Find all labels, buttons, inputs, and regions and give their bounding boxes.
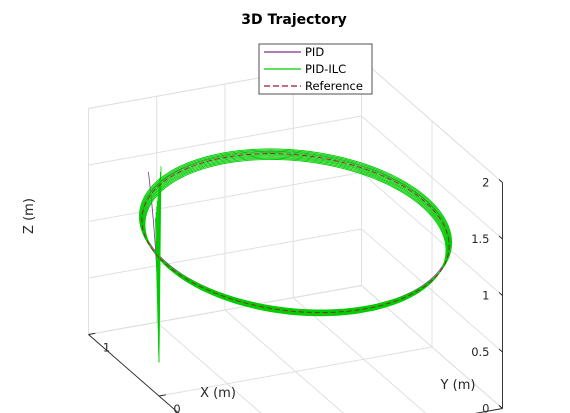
z-tick-mark	[498, 235, 503, 240]
pid-ilc-lap-curve	[143, 156, 448, 315]
y-tick-mark	[158, 394, 166, 397]
x-tick-label: -1	[495, 412, 506, 413]
grid-line-z-back	[88, 172, 362, 222]
axes	[88, 179, 503, 413]
pid-ilc-lap-curve	[139, 149, 452, 312]
pid-ilc-lap-curve	[140, 150, 451, 312]
grid-line-z-left	[361, 115, 503, 240]
z-tick-label: 0.5	[471, 345, 489, 359]
grid-line-z-left	[361, 172, 503, 296]
reference-curve	[141, 153, 450, 314]
grid-line-z-back	[88, 285, 362, 335]
pid-ilc-lap-curve	[142, 154, 449, 314]
legend-label-pid: PID	[305, 45, 324, 59]
tick-labels: -1-0.500.51-10100.511.52	[103, 176, 506, 413]
pid-ilc-rise-curve	[158, 166, 162, 363]
grid-line-z-back	[88, 228, 362, 279]
legend-label-pid-ilc: PID-ILC	[305, 62, 346, 76]
z-tick-label: 2	[482, 176, 489, 190]
y-axis-label: Y (m)	[440, 378, 476, 393]
pid-ilc-lap-curve	[138, 148, 453, 311]
z-tick-label: 1	[482, 289, 489, 303]
y-tick-label: 0	[173, 402, 180, 413]
pid-ilc-lap-curve	[143, 157, 448, 316]
z-tick-mark	[498, 348, 503, 353]
grid-line-z-left	[361, 59, 503, 183]
x-axis-label: X (m)	[200, 386, 236, 401]
legend: PID PID-ILC Reference	[258, 43, 373, 95]
z-tick-mark	[498, 292, 503, 296]
chart-title: 3D Trajectory	[241, 12, 347, 28]
z-tick-label: 0	[482, 402, 489, 413]
legend-label-reference: Reference	[305, 79, 363, 93]
z-tick-label: 1.5	[471, 232, 489, 246]
y-tick-mark	[88, 332, 96, 335]
z-axis-label: Z (m)	[22, 198, 37, 234]
pid-ilc-lap-curve	[140, 151, 451, 313]
pid-ilc-lap-curve	[142, 155, 449, 315]
grid-line-y-floor	[158, 346, 433, 397]
y-tick-label: 1	[103, 341, 110, 355]
pid-ilc-lap-curve	[144, 158, 447, 317]
grid-line-z-left	[361, 228, 503, 353]
grid-line-z-back	[88, 115, 362, 166]
z-tick-mark	[498, 405, 503, 409]
plot-area	[138, 148, 453, 363]
z-tick-mark	[498, 179, 503, 183]
